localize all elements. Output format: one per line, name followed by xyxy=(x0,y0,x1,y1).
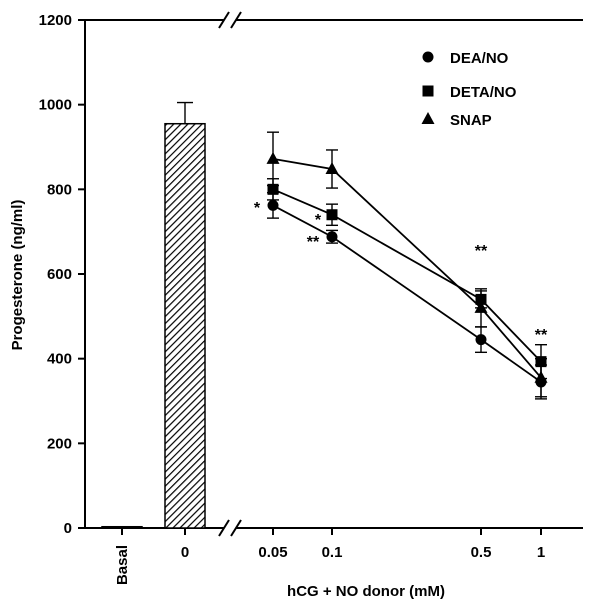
significance-marker: * xyxy=(315,212,322,229)
legend-marker xyxy=(421,112,435,124)
axis-break-top xyxy=(218,11,242,29)
series-line xyxy=(272,157,542,379)
data-point xyxy=(326,209,338,221)
data-point xyxy=(474,300,488,313)
x-tick-label: 0.5 xyxy=(471,544,492,561)
series-line xyxy=(272,204,542,383)
x-tick-label: 0.05 xyxy=(258,544,287,561)
x-ticks: Basal 0 0.05 0.1 0.5 1 xyxy=(114,528,545,585)
significance-marker: * xyxy=(254,200,261,217)
significance-marker: ** xyxy=(535,327,548,344)
annotations: ******** xyxy=(254,200,548,344)
y-tick-label: 1200 xyxy=(39,12,72,29)
y-tick-label: 400 xyxy=(47,351,72,368)
x-tick-label: Basal xyxy=(114,545,131,585)
x-tick-label: 1 xyxy=(537,544,545,561)
data-point xyxy=(267,183,279,195)
data-point xyxy=(325,162,339,175)
y-axis-label: Progesterone (ng/ml) xyxy=(9,200,26,351)
legend-label: SNAP xyxy=(450,112,492,129)
bars xyxy=(101,101,206,529)
data-point xyxy=(534,370,548,383)
y-tick-label: 1000 xyxy=(39,97,72,114)
data-point xyxy=(266,151,280,164)
series-dea-no xyxy=(267,192,547,400)
data-point xyxy=(267,199,279,211)
series-line xyxy=(272,188,542,363)
legend-label: DEA/NO xyxy=(450,50,509,67)
bar-basal xyxy=(101,525,143,529)
significance-marker: ** xyxy=(307,234,320,251)
y-ticks: 0 200 400 600 800 1000 1200 xyxy=(39,12,85,537)
legend: DEA/NO DETA/NO SNAP xyxy=(421,50,517,129)
legend-marker xyxy=(422,85,434,97)
significance-marker: ** xyxy=(475,243,488,260)
x-tick-label: 0.1 xyxy=(322,544,343,561)
series-deta-no xyxy=(267,178,547,380)
data-point xyxy=(475,334,487,346)
legend-label: DETA/NO xyxy=(450,84,517,101)
legend-marker xyxy=(422,51,434,63)
bar-0 xyxy=(164,122,206,529)
data-point xyxy=(326,231,338,243)
x-tick-label: 0 xyxy=(181,544,189,561)
series-snap xyxy=(266,131,548,398)
y-tick-label: 0 xyxy=(64,520,72,537)
x-axis-label: hCG + NO donor (mM) xyxy=(287,583,445,600)
y-tick-label: 200 xyxy=(47,435,72,452)
y-tick-label: 800 xyxy=(47,181,72,198)
axis-break-bottom xyxy=(218,519,242,537)
y-tick-label: 600 xyxy=(47,266,72,283)
series-group xyxy=(266,131,548,400)
